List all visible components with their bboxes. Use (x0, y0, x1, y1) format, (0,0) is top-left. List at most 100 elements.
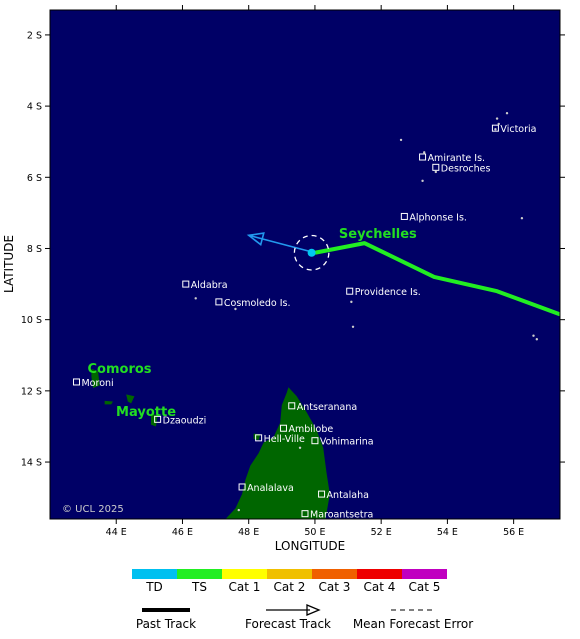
legend-category-label: TD (145, 580, 163, 594)
y-tick-label: 10 S (21, 315, 42, 326)
legend-category-label: Cat 3 (319, 580, 351, 594)
track-legend: Past Track Forecast Track Mean Forecast … (136, 604, 473, 631)
place-layer: Victoria Amirante Is.Desroches Alphonse Is… (72, 124, 536, 521)
axis-layer: 44 E 46 E 48 E 50 E 52 E 54 E 56 E 2 S 4 S 6 S 8 S… (21, 5, 565, 538)
y-tick-label: 8 S (27, 244, 42, 255)
place-marker (318, 490, 326, 498)
intensity-legend: TD TS Cat 1 Cat 2 Cat 3 Cat 4 Cat 5 (132, 569, 447, 594)
place-label: Antalaha (327, 490, 369, 501)
y-tick-label: 14 S (21, 458, 42, 469)
region-label: Comoros (88, 362, 152, 377)
place-marker (491, 124, 499, 132)
islet-mark (194, 297, 197, 300)
past-track-line (314, 241, 560, 317)
islet-mark (505, 112, 509, 115)
place-label: Aldabra (191, 280, 228, 291)
legend-category-label: Cat 1 (229, 580, 261, 594)
grande-comore-island (91, 368, 100, 389)
region-label: Mayotte (116, 405, 176, 420)
track-layer (246, 232, 560, 317)
place-label: Amirante Is. (428, 153, 486, 164)
place-label: Vohimarina (320, 437, 374, 448)
place-marker (154, 415, 162, 423)
mean-error-circle (293, 234, 330, 271)
place-label: Antseranana (297, 402, 357, 413)
place-marker (279, 424, 287, 432)
moheli-island (104, 400, 113, 405)
place-label: Providence Is. (355, 287, 421, 298)
region-label: Seychelles (339, 227, 417, 242)
place-label: Maroantsetra (310, 510, 373, 521)
past-track-legend-label: Past Track (136, 617, 196, 631)
y-tick-label: 2 S (27, 30, 42, 41)
islet-mark (497, 122, 500, 126)
place-marker (400, 212, 408, 220)
x-tick-label: 50 E (304, 527, 325, 538)
place-label: Dzaoudzi (163, 415, 207, 426)
place-label: Desroches (441, 163, 491, 174)
place-marker (311, 437, 319, 445)
islet-mark (423, 151, 426, 154)
mean-error-legend-label: Mean Forecast Error (353, 617, 473, 631)
islet-mark (535, 338, 539, 341)
x-tick-label: 46 E (172, 527, 193, 538)
forecast-arrow-head (246, 232, 265, 247)
place-marker (215, 298, 223, 306)
copyright-label: © UCL 2025 (62, 504, 124, 515)
islet-mark (298, 446, 302, 450)
madagascar-landmass (225, 387, 330, 519)
place-label: Victoria (500, 124, 536, 135)
anjouan-island (126, 394, 135, 404)
place-marker (419, 153, 427, 161)
legend-swatch (267, 569, 312, 579)
islet-mark (434, 170, 438, 174)
place-label: Ambilobe (288, 424, 333, 435)
islet-mark (532, 334, 535, 337)
legend-category-label: TS (191, 580, 207, 594)
place-label: Alphonse Is. (409, 212, 467, 223)
legend-category-label: Cat 4 (364, 580, 396, 594)
y-tick-label: 4 S (27, 102, 42, 113)
islet-mark (351, 325, 355, 328)
islet-mark (495, 117, 499, 120)
legend-swatch (177, 569, 222, 579)
forecast-track-line (248, 234, 316, 254)
x-axis-label: LONGITUDE (275, 539, 345, 553)
place-marker (255, 434, 263, 442)
place-marker (301, 510, 309, 518)
islet-mark (494, 128, 497, 131)
x-tick-label: 54 E (437, 527, 458, 538)
place-marker (288, 402, 296, 410)
place-marker (238, 483, 246, 491)
storm-center-dot (307, 248, 316, 257)
x-tick-label: 44 E (106, 527, 127, 538)
legend-swatch (132, 569, 177, 579)
legend-category-label: Cat 5 (409, 580, 441, 594)
islet-mark (350, 300, 353, 304)
islet-mark (399, 138, 403, 142)
islet-mark (237, 508, 240, 512)
place-marker (346, 287, 354, 295)
islet-mark (520, 217, 524, 220)
legend-swatch (357, 569, 402, 579)
place-marker (72, 378, 80, 386)
legend-swatch (402, 569, 447, 579)
y-axis-label: LATITUDE (2, 235, 16, 293)
x-tick-label: 48 E (238, 527, 259, 538)
islet-mark (234, 307, 237, 311)
forecast-track-legend-label: Forecast Track (245, 617, 331, 631)
place-label: Moroni (81, 378, 113, 389)
legend-swatch (222, 569, 267, 579)
x-tick-label: 52 E (371, 527, 392, 538)
legend-category-label: Cat 2 (274, 580, 306, 594)
plot-frame (49, 9, 561, 520)
place-label: Analalava (247, 483, 294, 494)
y-tick-label: 6 S (27, 173, 42, 184)
place-label: Cosmoledo Is. (224, 298, 291, 309)
x-tick-label: 56 E (503, 527, 524, 538)
place-label: Hell-Ville (264, 434, 305, 445)
place-marker (432, 163, 440, 171)
islet-mark (421, 179, 424, 183)
place-marker (182, 280, 190, 288)
